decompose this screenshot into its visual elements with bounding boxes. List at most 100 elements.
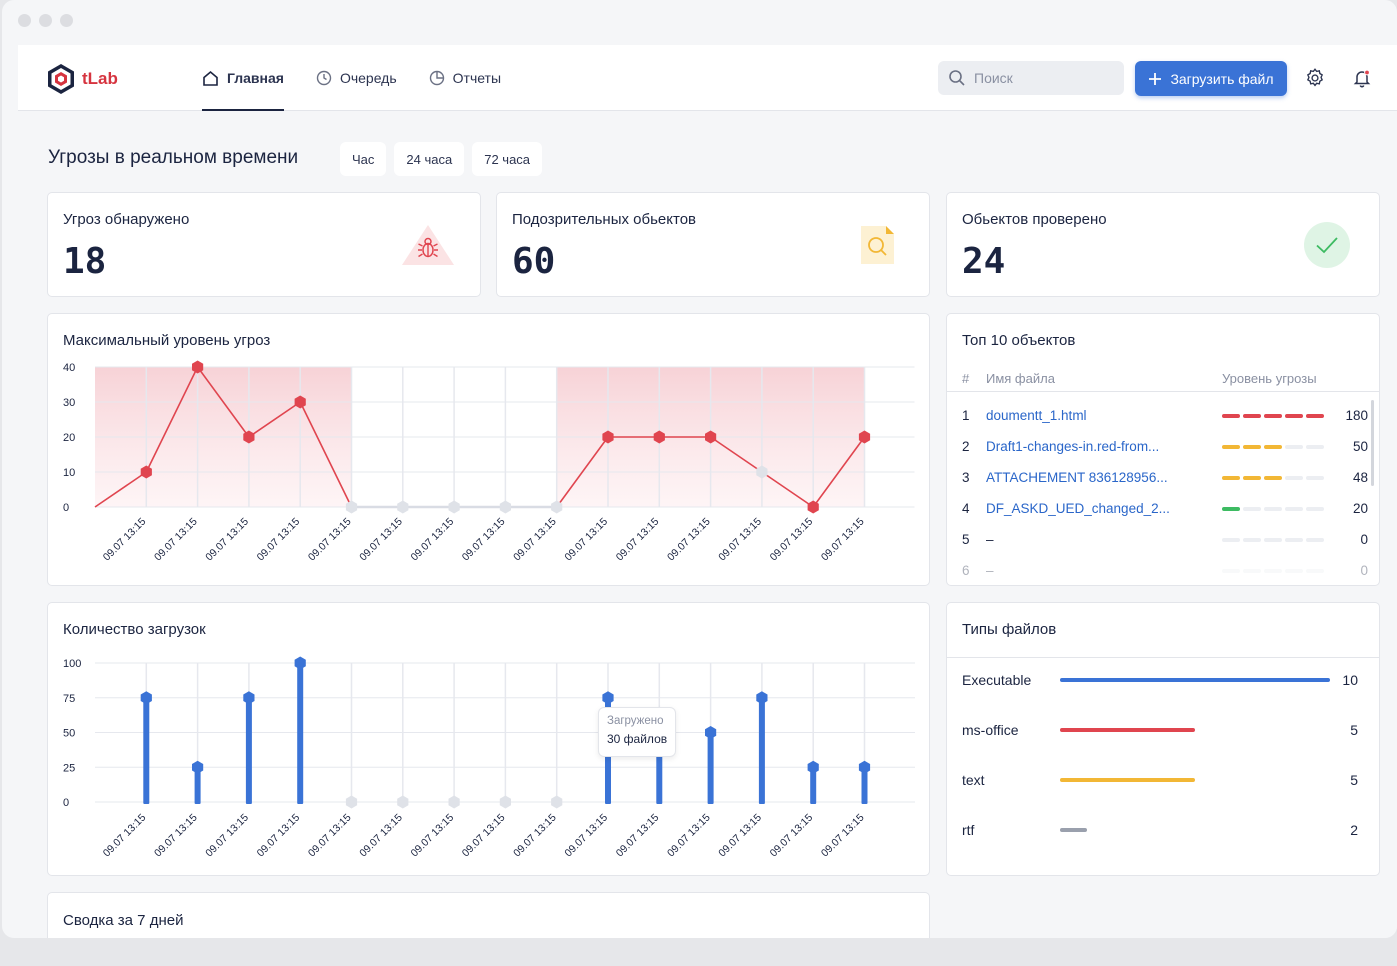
logo-icon (48, 64, 74, 94)
logo[interactable]: tLab (46, 63, 118, 95)
file-name-link: – (986, 563, 994, 578)
file-type-bar (1060, 728, 1195, 732)
data-point (448, 500, 460, 514)
table-row[interactable]: 6 – 0 (947, 555, 1379, 585)
threat-chart-title: Максимальный уровень угроз (63, 332, 271, 349)
x-tick-label: 09.07 13:15 (511, 812, 559, 860)
table-row[interactable]: 1 doumentt_1.html 180 (947, 400, 1379, 431)
file-type-count: 10 (1342, 672, 1358, 688)
bar-cap (140, 691, 152, 705)
threat-level-segment (1285, 506, 1303, 511)
close-window-dot[interactable] (18, 14, 31, 27)
summary-card: Сводка за 7 дней (47, 892, 930, 938)
table-row[interactable]: 2 Draft1-changes-in.red-from... 50 (947, 431, 1379, 462)
threat-level-segment (1222, 568, 1240, 573)
bar-cap (397, 795, 409, 809)
nav-item-queue[interactable]: Очередь (316, 45, 397, 111)
range-button-24h[interactable]: 24 часа (394, 142, 465, 176)
table-row[interactable]: 4 DF_ASKD_UED_changed_2... 20 (947, 493, 1379, 524)
bar (707, 732, 714, 804)
stat-card-threats: Угроз обнаружено 18 (47, 192, 481, 297)
x-tick-label: 09.07 13:15 (152, 516, 200, 564)
threat-level-segment (1285, 444, 1303, 449)
series-line (299, 401, 353, 508)
threat-level-segment (1243, 537, 1261, 542)
search-input[interactable] (974, 70, 1114, 86)
threat-level-segment (1285, 568, 1303, 573)
threat-level-segment (1264, 475, 1282, 480)
threat-level-bar (1222, 537, 1338, 542)
header-num: # (962, 371, 970, 386)
time-range-selector: Час 24 часа 72 часа (340, 142, 543, 176)
threat-level-segment (1264, 413, 1282, 418)
table-row[interactable]: 5 – 0 (947, 524, 1379, 555)
check-icon (1304, 222, 1350, 268)
threat-level-segment (1306, 506, 1324, 511)
threat-level-chart-card: Максимальный уровень угроз 0 10 20 30 40 09.0… (47, 313, 930, 586)
row-number: 3 (962, 470, 970, 485)
upload-file-button[interactable]: Загрузить файл (1135, 61, 1287, 96)
maximize-window-dot[interactable] (60, 14, 73, 27)
threat-level-segment (1264, 444, 1282, 449)
file-name-link[interactable]: Draft1-changes-in.red-from... (986, 439, 1160, 454)
file-name-link[interactable]: ATTACHEMENT 836128956... (986, 470, 1168, 485)
stat-value: 18 (63, 241, 107, 282)
y-tick-label: 40 (63, 362, 75, 374)
file-name-link[interactable]: doumentt_1.html (986, 408, 1087, 423)
bar-cap (756, 691, 768, 705)
x-tick-label: 09.07 13:15 (152, 812, 200, 860)
file-type-bar (1060, 778, 1195, 782)
notifications-button[interactable] (1350, 66, 1374, 90)
minimize-window-dot[interactable] (39, 14, 52, 27)
threat-level-segment (1285, 413, 1303, 418)
threat-score: 48 (1352, 470, 1368, 485)
uploads-chart-card: Количество загрузок 0 25 50 75 100 09.07 13:1… (47, 602, 930, 876)
summary-title: Сводка за 7 дней (63, 912, 184, 929)
app-window: tLab Главная Очередь Отчеты (2, 0, 1397, 938)
x-tick-label: 09.07 13:15 (306, 516, 354, 564)
top-objects-card: Топ 10 объектов # Имя файла Уровень угро… (946, 313, 1380, 586)
threat-level-segment (1264, 506, 1282, 511)
divider (947, 657, 1379, 658)
threat-level-bar (1222, 506, 1338, 511)
file-type-row: Executable 10 (962, 670, 1358, 690)
x-tick-label: 09.07 13:15 (203, 812, 251, 860)
search-box[interactable] (938, 61, 1124, 95)
range-button-hour[interactable]: Час (340, 142, 387, 176)
threat-level-segment (1222, 506, 1240, 511)
top-header: tLab Главная Очередь Отчеты (18, 45, 1397, 111)
threat-level-segment (1243, 568, 1261, 573)
file-name-link: – (986, 532, 994, 547)
settings-button[interactable] (1303, 66, 1327, 90)
threat-level-bar (1222, 475, 1338, 480)
bar (758, 697, 765, 804)
threat-level-segment (1306, 413, 1324, 418)
x-tick-label: 09.07 13:15 (665, 516, 713, 564)
series-line (145, 366, 199, 473)
nav-item-home[interactable]: Главная (202, 45, 284, 111)
threat-level-segment (1306, 444, 1324, 449)
table-row[interactable]: 3 ATTACHEMENT 836128956... 48 (947, 462, 1379, 493)
nav-label-queue: Очередь (339, 70, 397, 86)
data-point (192, 360, 204, 374)
file-type-label: ms-office (962, 722, 1019, 738)
threat-level-segment (1306, 537, 1324, 542)
page-title: Угрозы в реальном времени (48, 147, 299, 168)
series-line (248, 401, 301, 438)
header-name: Имя файла (986, 371, 1055, 386)
bar-cap (294, 656, 306, 670)
range-button-72h[interactable]: 72 часа (472, 142, 543, 176)
bar-cap (192, 760, 204, 774)
series-line (710, 436, 763, 473)
stat-label: Обьектов проверено (962, 211, 1107, 228)
threat-score: 20 (1352, 501, 1368, 516)
stat-card-suspicious: Подозрительных обьектов 60 (496, 192, 930, 297)
x-tick-label: 09.07 13:15 (101, 516, 149, 564)
data-point (551, 500, 563, 514)
bar (861, 767, 868, 804)
file-name-link[interactable]: DF_ASKD_UED_changed_2... (986, 501, 1170, 516)
table-scrollbar[interactable] (1371, 400, 1374, 486)
table-header: # Имя файла Уровень угрозы (947, 366, 1379, 392)
nav-item-reports[interactable]: Отчеты (429, 45, 501, 111)
